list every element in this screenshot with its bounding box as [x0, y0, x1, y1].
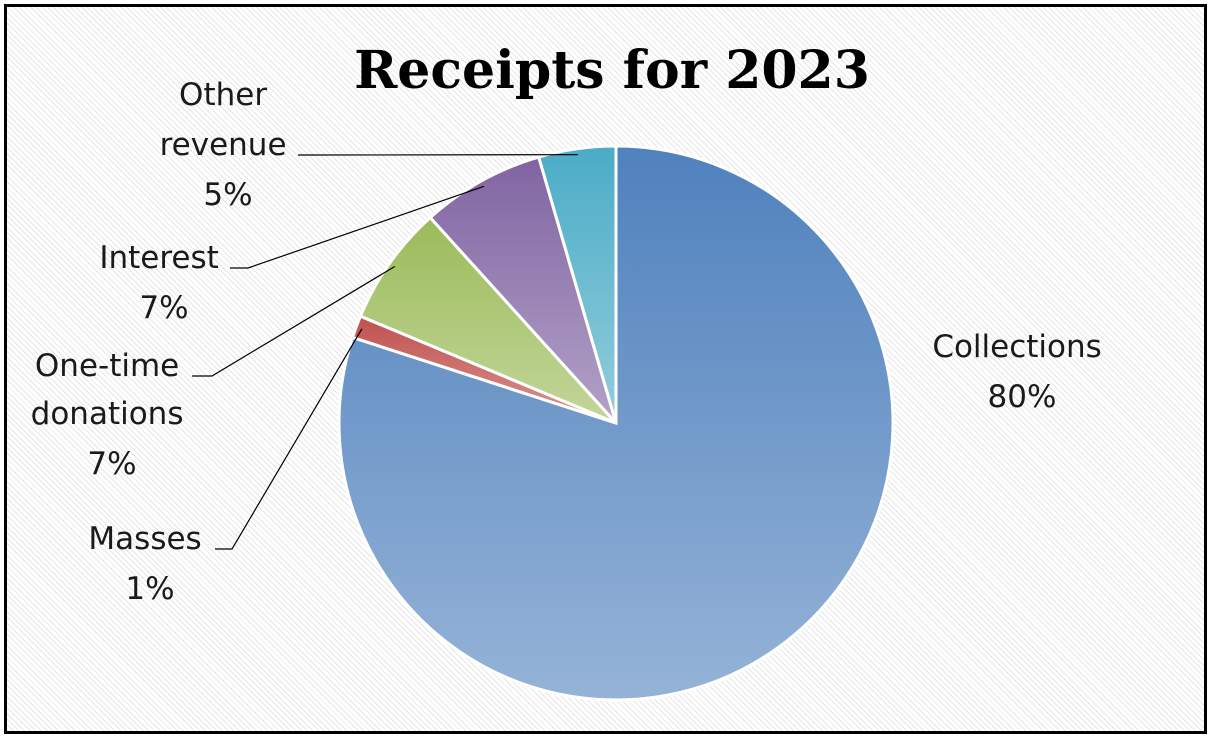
- pie-slice-other-revenue: [536, 144, 618, 424]
- chart-title: Receipts for 2023: [354, 40, 870, 101]
- leader-line-interest: [230, 185, 485, 269]
- pie-slice-interest: [428, 155, 618, 425]
- leader-line-one-time-donations: [192, 265, 396, 377]
- leader-line-masses: [215, 328, 363, 550]
- pie-slices: [337, 144, 895, 702]
- label-other-revenue: Other revenue 5%: [160, 77, 297, 213]
- label-masses: Masses 1%: [88, 521, 211, 607]
- label-collections: Collections 80%: [932, 329, 1111, 415]
- pie-slice-one-time-donations: [358, 215, 618, 425]
- label-interest: Interest 7%: [99, 240, 228, 326]
- label-one-time-donations: One-time donations 7%: [31, 348, 194, 482]
- leader-lines: [192, 154, 578, 550]
